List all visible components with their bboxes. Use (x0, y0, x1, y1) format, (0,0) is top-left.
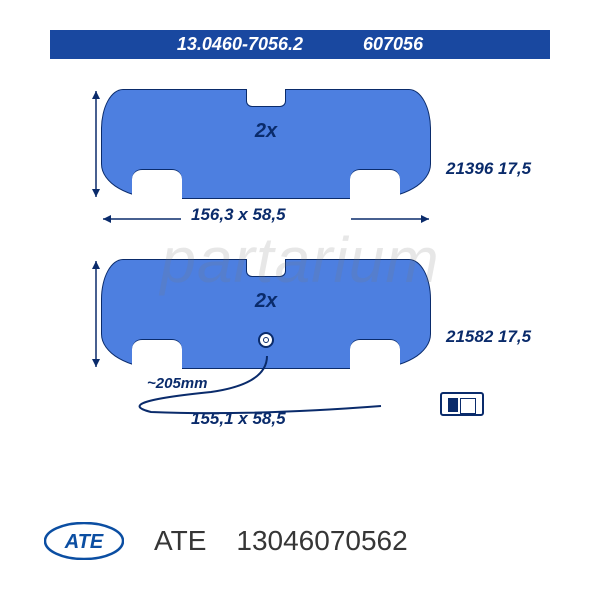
notch-left (132, 169, 182, 199)
center-slot (246, 259, 286, 277)
ate-logo: ATE (44, 522, 124, 560)
part-number: 13.0460-7056.2 (177, 34, 303, 55)
dim-arrow-bottom-h (91, 259, 101, 369)
sensor-hole-icon (258, 332, 274, 348)
center-slot (246, 89, 286, 107)
wire-length: ~205mm (147, 375, 207, 392)
qty-label: 2x (255, 120, 277, 143)
dim-arrow-top-h (91, 89, 101, 199)
brake-pad-top: 2x (101, 89, 431, 199)
footer-row: ATE ATE 13046070562 (44, 522, 408, 560)
svg-text:ATE: ATE (64, 531, 104, 553)
footer-brand: ATE (154, 525, 206, 557)
pad-area: 2x 156,3 x 58,5 21396 17,5 2x 21582 17,5… (50, 59, 550, 429)
pad-bottom-side-code: 21582 17,5 (446, 327, 531, 347)
header-bar: 13.0460-7056.2 607056 (50, 30, 550, 59)
notch-right (350, 339, 400, 369)
brake-pad-bottom: 2x (101, 259, 431, 369)
notch-right (350, 169, 400, 199)
notch-left (132, 339, 182, 369)
footer-code: 13046070562 (236, 525, 407, 557)
pad-bottom-dimensions: 155,1 x 58,5 (191, 409, 286, 429)
short-code: 607056 (363, 34, 423, 55)
dim-arrow-top-w (101, 214, 431, 224)
pad-top-side-code: 21396 17,5 (446, 159, 531, 179)
connector-plug-icon (440, 392, 484, 416)
brake-pad-diagram: 13.0460-7056.2 607056 2x 156,3 x 58,5 21… (50, 30, 550, 429)
qty-label: 2x (255, 290, 277, 313)
